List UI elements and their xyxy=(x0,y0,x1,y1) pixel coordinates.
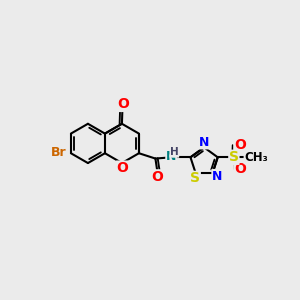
Text: O: O xyxy=(117,98,129,111)
Text: H: H xyxy=(170,147,179,157)
Text: S: S xyxy=(190,171,200,185)
Text: N: N xyxy=(166,150,176,163)
Text: CH₃: CH₃ xyxy=(244,151,268,164)
Text: O: O xyxy=(116,161,128,175)
Text: S: S xyxy=(229,150,239,164)
Text: O: O xyxy=(151,170,163,184)
Text: O: O xyxy=(234,162,246,176)
Text: O: O xyxy=(234,138,246,152)
Text: N: N xyxy=(200,136,210,149)
Text: N: N xyxy=(212,169,222,183)
Text: Br: Br xyxy=(51,146,67,159)
